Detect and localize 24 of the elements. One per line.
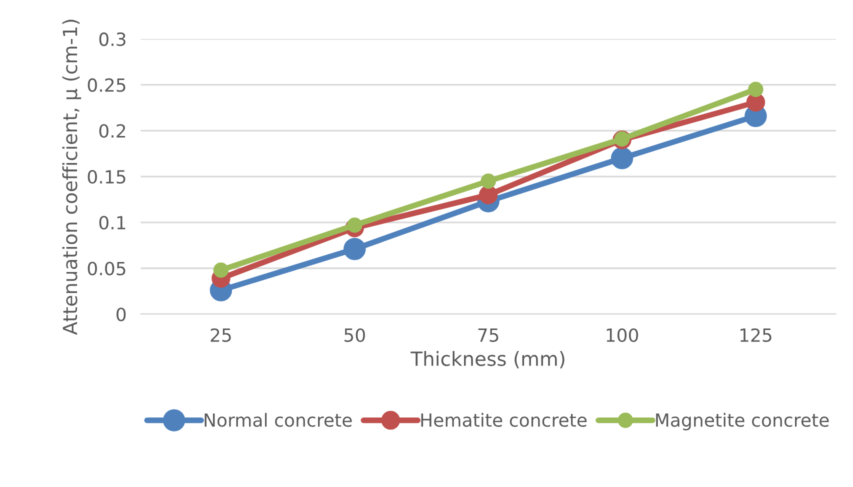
y-tick-label: 0.3 xyxy=(99,32,126,46)
x-tick-label: 50 xyxy=(344,328,365,342)
x-tick-label: 125 xyxy=(740,328,772,342)
point xyxy=(480,173,496,189)
point xyxy=(748,82,764,98)
point xyxy=(478,186,498,204)
legend-label: Hematite concrete xyxy=(421,412,587,427)
y-tick-label: 0.15 xyxy=(88,170,126,184)
y-tick-label: 0.1 xyxy=(99,216,126,230)
point xyxy=(213,262,229,278)
y-tick-label: 0.25 xyxy=(88,78,126,92)
x-tick-label: 100 xyxy=(606,328,638,342)
y-axis-title: Attenuation coefficient, μ (cm-1) xyxy=(62,20,82,335)
x-tick-label: 75 xyxy=(478,328,498,342)
point xyxy=(344,238,366,260)
x-tick-label: 25 xyxy=(210,328,231,342)
x-axis-title: Thickness (mm) xyxy=(410,351,564,368)
point xyxy=(610,147,634,170)
point xyxy=(347,218,362,233)
y-tick-label: 0 xyxy=(116,308,126,322)
y-tick-label: 0.05 xyxy=(88,262,126,276)
legend-label: Magnetite concrete xyxy=(656,412,829,430)
legend-label: Normal concrete xyxy=(204,412,352,427)
y-tick-label: 0.2 xyxy=(99,124,126,138)
